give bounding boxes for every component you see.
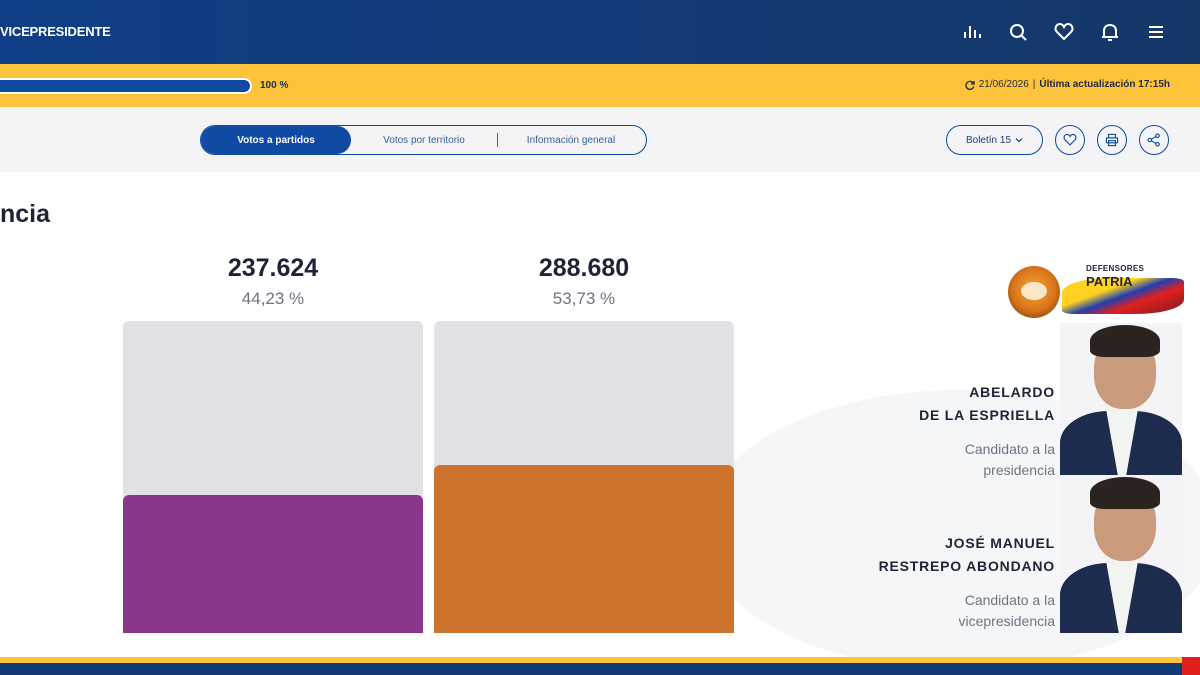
candidate-role-line2: vicepresidencia xyxy=(958,613,1056,629)
tab-informacion-general[interactable]: Información general xyxy=(526,134,616,146)
bar-label-1: 237.624 44,23 % xyxy=(123,254,423,309)
bulletin-select[interactable]: Boletín 15 xyxy=(946,125,1043,155)
chevron-down-icon xyxy=(1015,138,1023,143)
candidate-role: Candidato a la vicepresidencia xyxy=(879,590,1056,632)
candidate-name-line1: ABELARDO xyxy=(969,384,1055,400)
tab-votos-territorio[interactable]: Votos por territorio xyxy=(383,134,465,146)
count-progress-fill xyxy=(0,80,250,92)
candidate-role-line2: presidencia xyxy=(983,462,1055,478)
bar-1 xyxy=(123,495,423,633)
update-separator: | xyxy=(1032,79,1036,90)
candidate-role: Candidato a la presidencia xyxy=(919,439,1055,481)
candidate-vicepresident: JOSÉ MANUEL RESTREPO ABONDANO Candidato … xyxy=(879,532,1055,632)
header-icons xyxy=(960,18,1168,46)
bar-2 xyxy=(434,465,734,633)
share-button[interactable] xyxy=(1139,125,1169,155)
bar-percent-1: 44,23 % xyxy=(241,289,305,308)
candidate-president-photo xyxy=(1060,323,1182,481)
page-title: ncia xyxy=(0,200,51,228)
party-name-top: DEFENSORES xyxy=(1086,264,1144,273)
bar-votes-1: 237.624 xyxy=(227,254,319,282)
tab-divider xyxy=(497,133,498,147)
candidate-role-line1: Candidato a la xyxy=(964,592,1055,608)
print-button[interactable] xyxy=(1097,125,1127,155)
footer-red-corner xyxy=(1182,657,1200,675)
party-logo: DEFENSORES PATRIA xyxy=(1008,264,1184,318)
update-date: 21/06/2026 xyxy=(978,79,1029,90)
footer-blue-line xyxy=(0,663,1200,675)
count-progress-strip: 100 % 21/06/2026 | Última actualización … xyxy=(0,64,1200,107)
bar-track-2 xyxy=(434,321,734,633)
bulletin-label: Boletín 15 xyxy=(965,134,1012,146)
flag-logo-icon xyxy=(1062,278,1184,314)
heart-icon xyxy=(1063,133,1077,146)
printer-icon xyxy=(1105,133,1119,147)
candidate-name-line1: JOSÉ MANUEL xyxy=(945,535,1055,551)
candidate-name-line2: DE LA ESPRIELLA xyxy=(919,407,1055,423)
refresh-icon[interactable] xyxy=(965,80,975,90)
view-tabs: Votos a partidos Votos por territorio In… xyxy=(200,125,647,155)
top-header: VICEPRESIDENTE xyxy=(0,0,1200,64)
page-section-title: VICEPRESIDENTE xyxy=(0,24,111,39)
bell-icon[interactable] xyxy=(1098,18,1122,46)
candidate-president: ABELARDO DE LA ESPRIELLA Candidato a la … xyxy=(919,381,1055,481)
bar-votes-2: 288.680 xyxy=(538,254,630,282)
toolbar: Votos a partidos Votos por territorio In… xyxy=(0,107,1200,172)
favorite-button[interactable] xyxy=(1055,125,1085,155)
bar-percent-2: 53,73 % xyxy=(552,289,616,308)
party-name-main-text: PATRIA xyxy=(1086,274,1133,289)
photo-hair xyxy=(1090,325,1160,357)
menu-icon[interactable] xyxy=(1144,18,1168,46)
tab-votos-partidos[interactable]: Votos a partidos xyxy=(201,126,351,154)
photo-hair xyxy=(1090,477,1160,509)
last-update: 21/06/2026 | Última actualización 17:15h xyxy=(965,79,1170,90)
bar-track-1 xyxy=(123,321,423,633)
chart-bars-icon[interactable] xyxy=(960,18,984,46)
candidate-name-line2: RESTREPO ABONDANO xyxy=(878,558,1055,574)
count-progress-track xyxy=(0,78,252,94)
bar-label-2: 288.680 53,73 % xyxy=(434,254,734,309)
search-icon[interactable] xyxy=(1006,18,1030,46)
footer-yellow-line xyxy=(0,657,1200,663)
candidate-vicepresident-photo xyxy=(1060,475,1182,633)
count-progress-percent: 100 % xyxy=(260,80,289,91)
footer-strip xyxy=(0,657,1200,675)
tiger-logo-icon xyxy=(1008,266,1060,318)
update-time: Última actualización 17:15h xyxy=(1039,79,1170,90)
share-icon xyxy=(1147,133,1160,147)
party-name-main: PATRIA xyxy=(1086,274,1132,289)
heart-icon[interactable] xyxy=(1052,18,1076,46)
candidate-role-line1: Candidato a la xyxy=(964,441,1055,457)
party-name-top-text: DEFENSORES xyxy=(1086,264,1145,273)
